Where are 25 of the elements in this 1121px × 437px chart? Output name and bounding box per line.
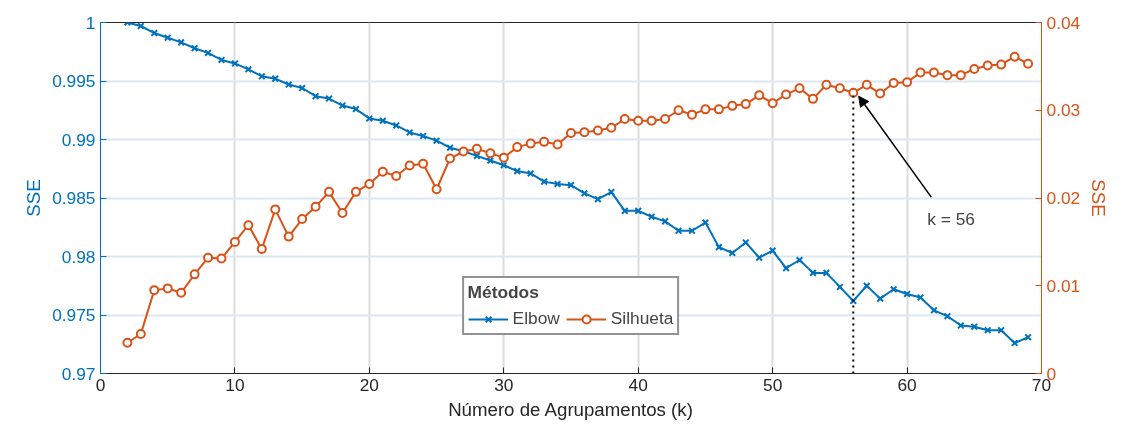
y2-tick-label: 0.03 — [1046, 100, 1081, 121]
legend-label: Silhueta — [610, 308, 674, 329]
x-tick-label: 40 — [628, 374, 648, 395]
y-tick-label: 0.975 — [52, 305, 96, 325]
legend-label: Elbow — [512, 308, 560, 329]
y-tick-label: 0.985 — [52, 188, 96, 208]
y2-axis-title: SSE — [1088, 179, 1110, 217]
x-tick-label: 60 — [897, 374, 917, 395]
y-tick-label: 0.98 — [61, 246, 96, 267]
y2-tick-label: 0.02 — [1046, 188, 1081, 208]
x-tick-label: 0 — [95, 374, 106, 395]
y-tick-label: 1 — [85, 12, 96, 33]
x-axis-title: Número de Agrupamentos (k) — [448, 398, 693, 420]
y-axis-title: SSE — [23, 179, 45, 217]
x-tick-label: 20 — [359, 374, 379, 395]
annotation: k = 56 — [927, 209, 975, 230]
x-tick-label: 30 — [494, 374, 514, 395]
y2-tick-label: 0.01 — [1046, 275, 1081, 296]
y-tick-label: 0.99 — [61, 129, 96, 150]
y2-tick-label: 0.04 — [1046, 12, 1081, 33]
y-tick-label: 0.995 — [52, 71, 96, 91]
y-tick-label: 0.97 — [61, 363, 96, 384]
legend-title: Métodos — [467, 282, 540, 303]
x-tick-label: 50 — [763, 374, 783, 395]
x-tick-label: 10 — [225, 374, 245, 395]
